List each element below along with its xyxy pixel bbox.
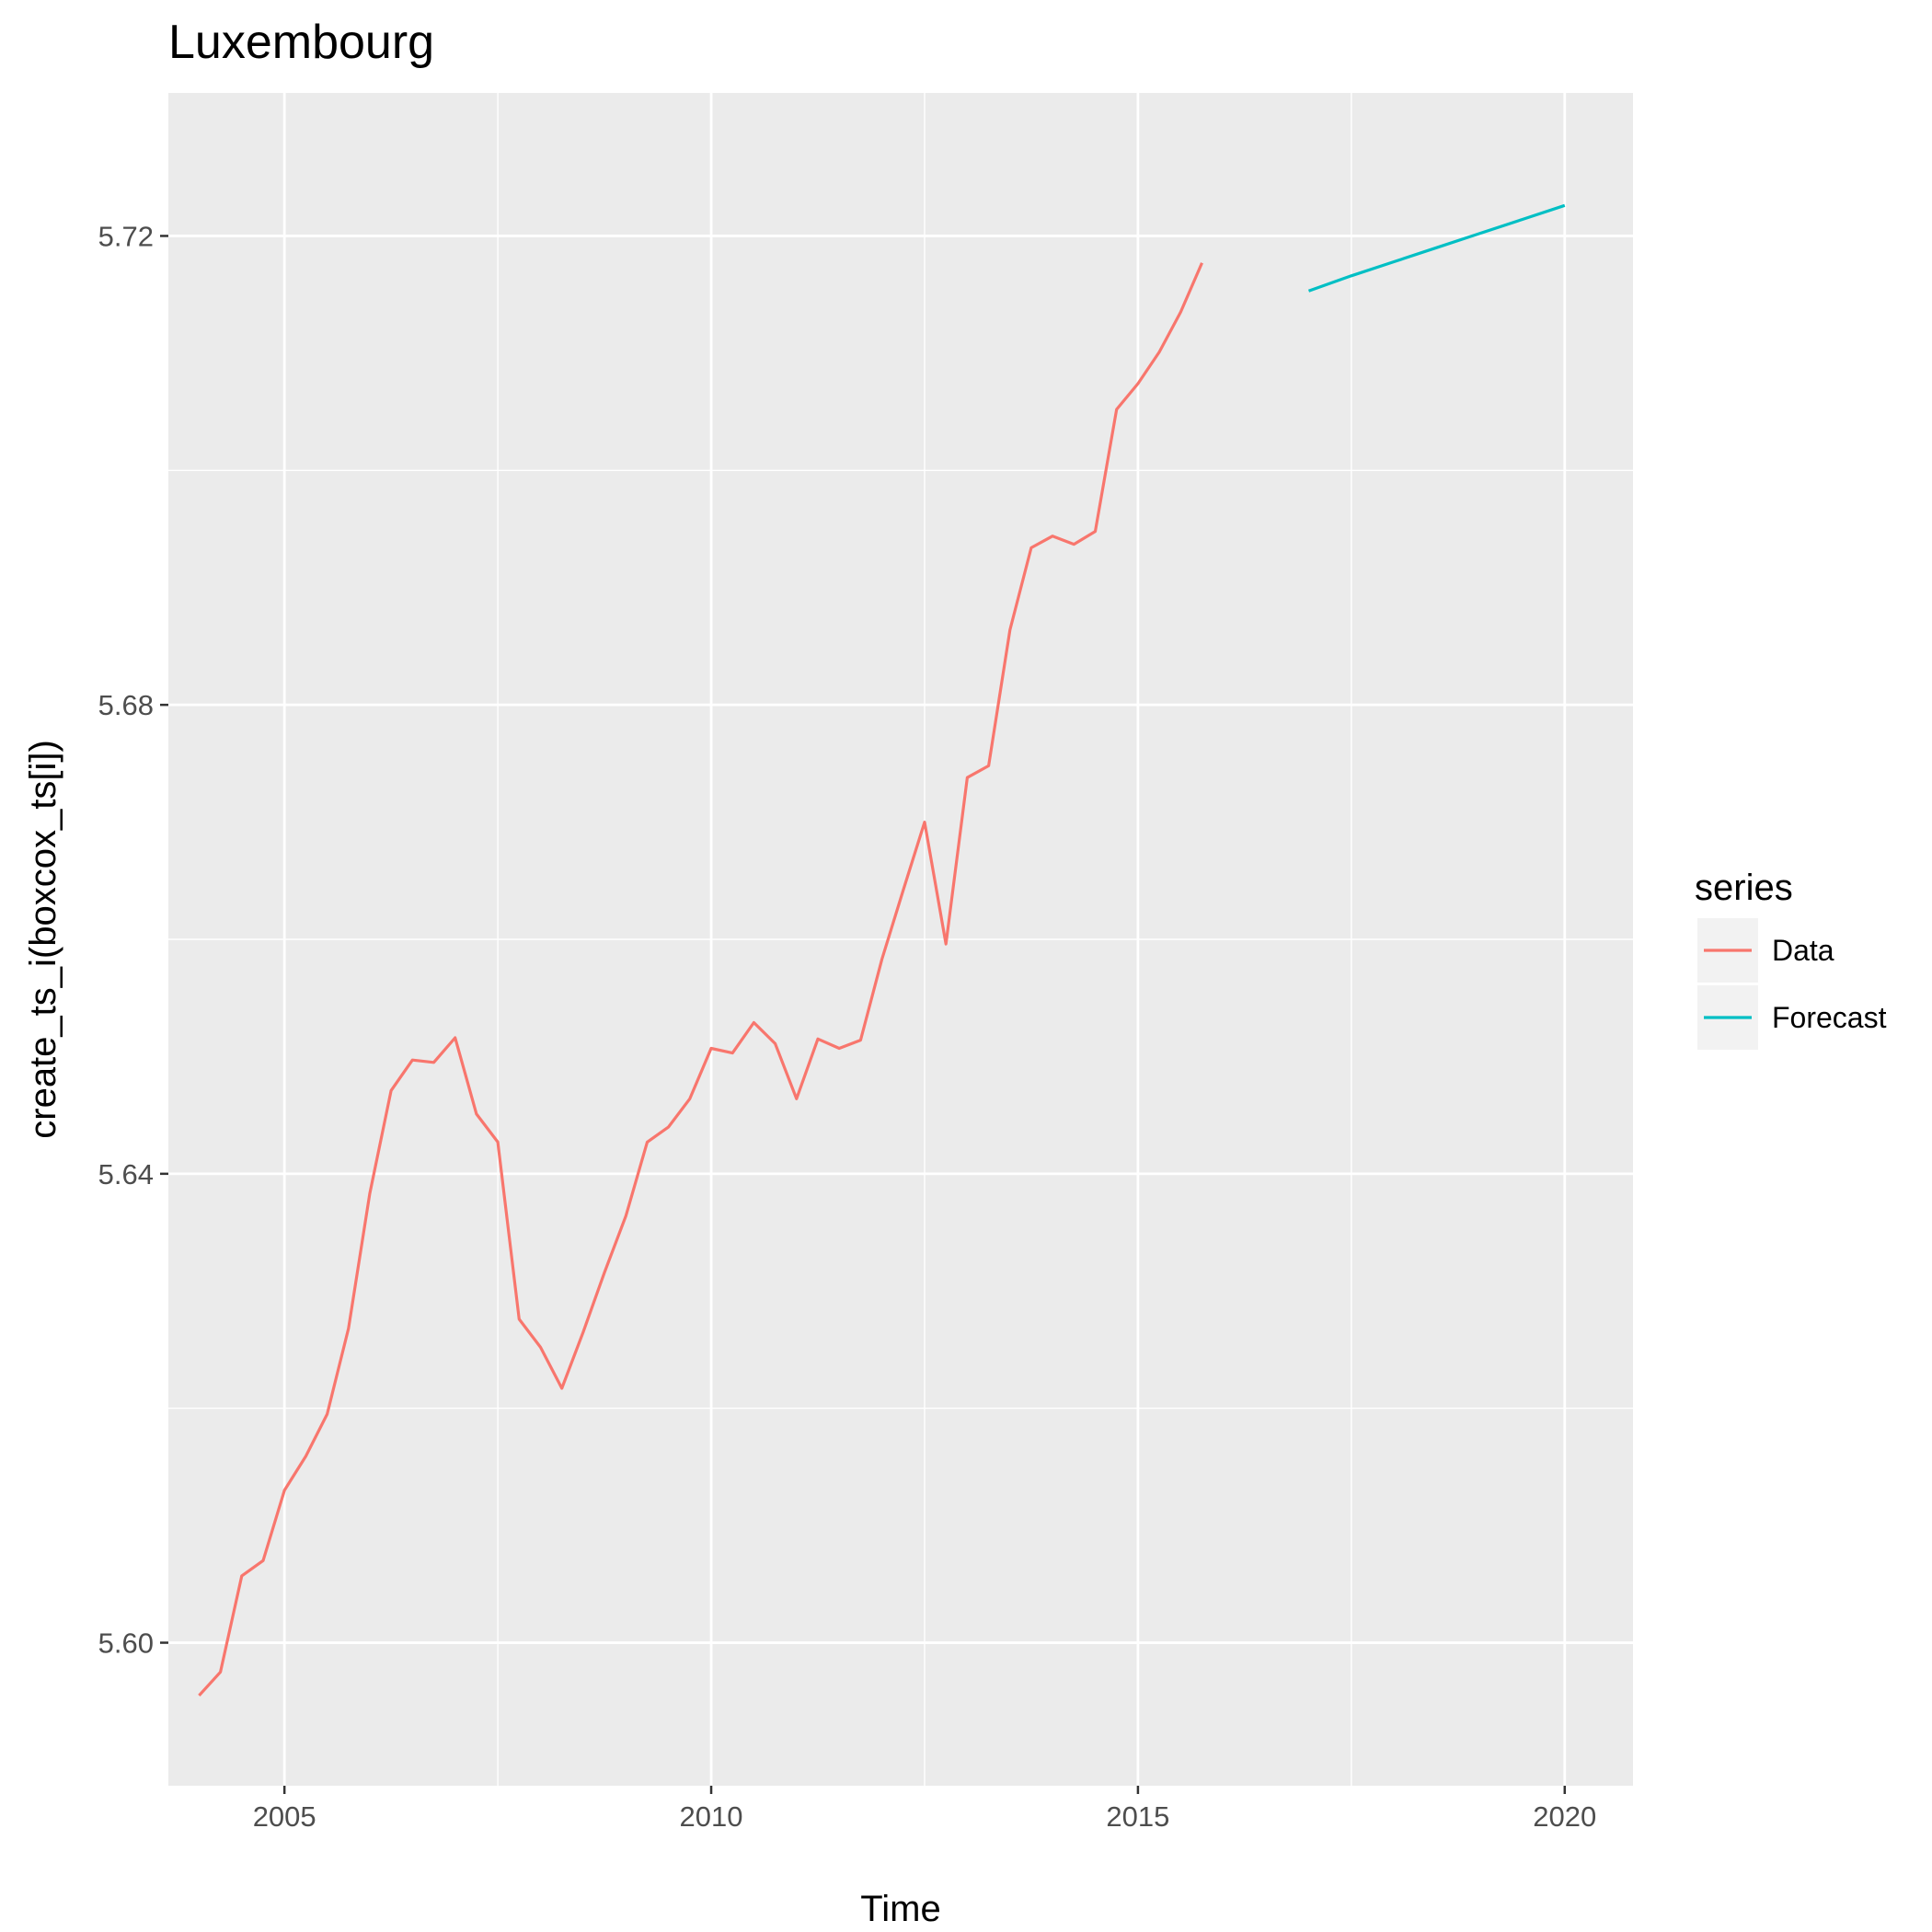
series-line-forecast xyxy=(1307,203,1566,293)
x-axis: 2005 2010 2015 2020 xyxy=(253,1786,1596,1833)
chart-title: Luxembourg xyxy=(168,16,434,69)
y-tick-label: 5.72 xyxy=(98,220,154,252)
y-axis-title: create_ts_i(boxcox_ts[i]) xyxy=(23,740,63,1139)
legend: series Data Forecast xyxy=(1695,868,1887,1050)
x-tick-label: 2020 xyxy=(1533,1800,1596,1833)
y-tick-label: 5.60 xyxy=(98,1627,154,1660)
y-tick-label: 5.68 xyxy=(98,689,154,721)
legend-label-forecast: Forecast xyxy=(1772,1001,1887,1034)
legend-label-data: Data xyxy=(1772,934,1834,967)
y-tick-label: 5.64 xyxy=(98,1158,154,1190)
series-line-data xyxy=(198,262,1203,1696)
x-tick-label: 2010 xyxy=(680,1800,743,1833)
grid-major xyxy=(168,93,1633,1786)
x-tick-label: 2005 xyxy=(253,1800,316,1833)
x-tick-label: 2015 xyxy=(1106,1800,1169,1833)
y-axis: 5.60 5.64 5.68 5.72 xyxy=(98,220,168,1660)
grid-minor xyxy=(168,93,1633,1786)
legend-title: series xyxy=(1695,868,1793,908)
x-axis-title: Time xyxy=(860,1889,940,1929)
series-lines xyxy=(198,203,1566,1696)
